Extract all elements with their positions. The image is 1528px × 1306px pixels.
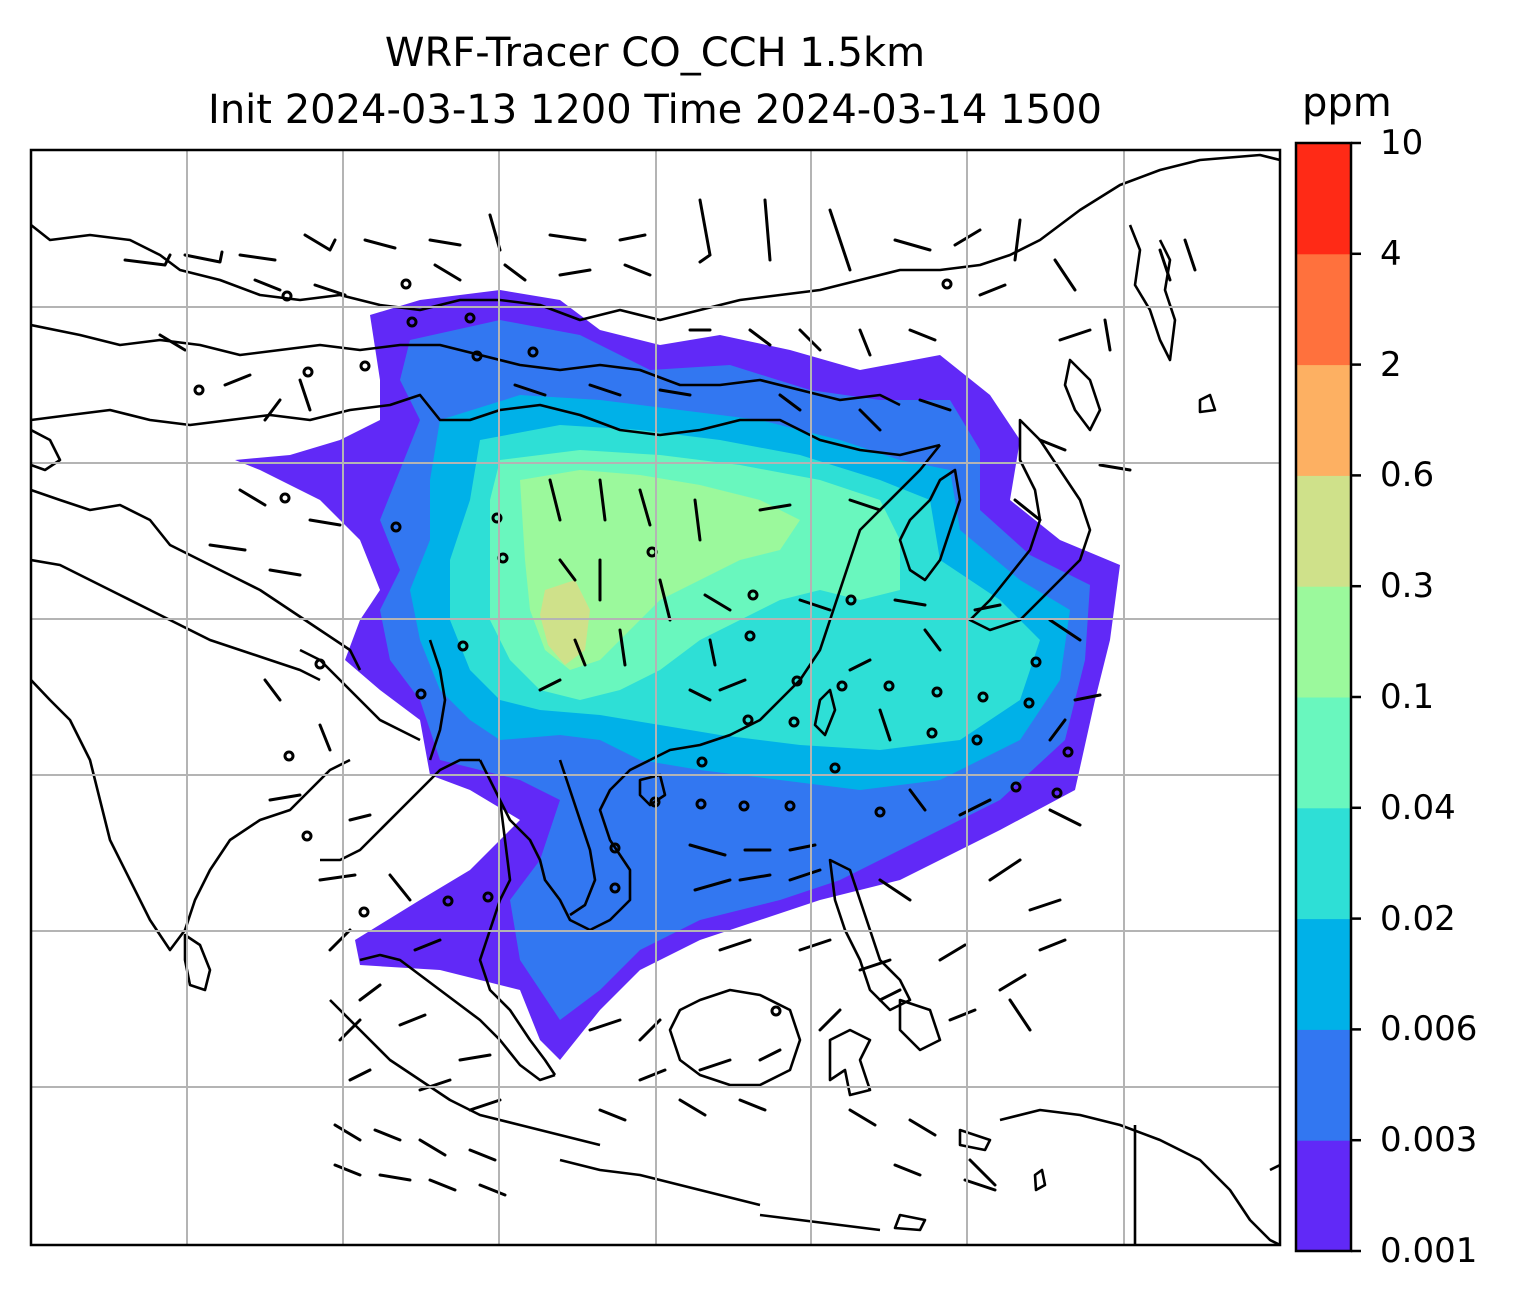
- colorbar-segment-2: [1296, 918, 1351, 1030]
- colorbar-tick-label: 0.02: [1380, 898, 1456, 939]
- colorbar-tick-label: 2: [1380, 344, 1402, 385]
- coastlines-and-borders: [31, 153, 1280, 1245]
- wind-barbs: [123, 198, 1197, 1197]
- gridlines: [31, 150, 1280, 1245]
- map-frame: [29, 148, 1282, 1247]
- colorbar-segment-3: [1296, 807, 1351, 920]
- colorbar-tick-label: 10: [1380, 123, 1424, 163]
- colorbar-segment-4: [1296, 697, 1351, 809]
- colorbar-segment-6: [1296, 475, 1351, 587]
- colorbar-tick-label: 0.006: [1380, 1009, 1478, 1050]
- colorbar-segment-5: [1296, 586, 1351, 698]
- colorbar-tick-label: 0.1: [1380, 677, 1435, 717]
- colorbar-tick-label: 0.6: [1380, 455, 1435, 496]
- map-title-line2: Init 2024-03-13 1200 Time 2024-03-14 150…: [208, 87, 1102, 133]
- colorbar-tick-label: 4: [1380, 233, 1402, 274]
- colorbar-segment-0: [1296, 1140, 1351, 1252]
- colorbar-tick-label: 0.3: [1380, 566, 1435, 607]
- colorbar-tick-label: 0.003: [1380, 1120, 1478, 1161]
- colorbar-segment-7: [1296, 364, 1351, 476]
- colorbar-tick-label: 0.04: [1380, 787, 1456, 828]
- colorbar-segment-8: [1296, 253, 1351, 366]
- co-tracer-field: [235, 290, 1120, 1060]
- colorbar-units-label: ppm: [1302, 80, 1392, 126]
- map-title-line1: WRF-Tracer CO_CCH 1.5km: [384, 30, 926, 76]
- colorbar-tick-label: 0.001: [1380, 1231, 1478, 1271]
- colorbar-segment-9: [1296, 143, 1351, 255]
- colorbar-segment-1: [1296, 1029, 1351, 1141]
- colorbar: [1294, 141, 1361, 1253]
